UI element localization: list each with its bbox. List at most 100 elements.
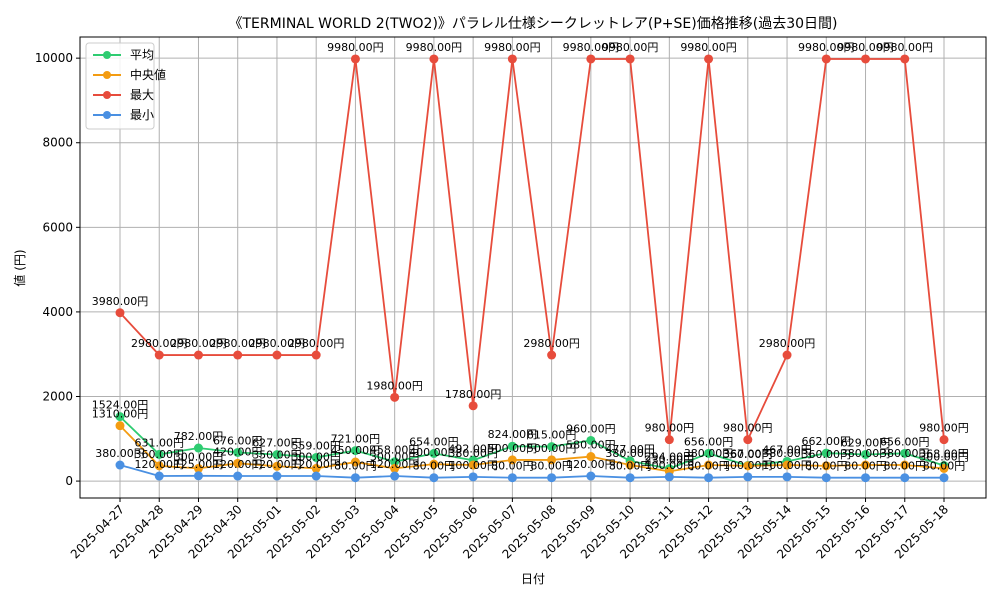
data-label: 9980.00円 (680, 41, 737, 54)
data-label: 980.00円 (645, 422, 695, 435)
data-point (704, 460, 714, 470)
series-line (119, 425, 945, 473)
data-point (115, 412, 125, 422)
data-point (821, 461, 831, 471)
data-label: 9980.00円 (327, 41, 384, 54)
data-point (468, 401, 478, 411)
data-label: 368.00円 (919, 448, 969, 461)
data-labels-layer: 1524.00円 631.00円782.00円676.00円627.00円559.… (92, 41, 969, 473)
data-point (586, 54, 596, 64)
data-label: 9980.00円 (484, 41, 541, 54)
data-point (468, 460, 478, 470)
data-label: 3980.00円 (92, 295, 149, 308)
data-label: 120.00円 (252, 458, 302, 471)
series-line (119, 464, 944, 479)
data-point (664, 435, 674, 445)
data-label: 2980.00円 (209, 337, 266, 350)
data-point (429, 448, 439, 458)
data-point (350, 457, 360, 467)
data-point (429, 54, 439, 64)
data-point (154, 449, 164, 459)
data-point (233, 458, 243, 468)
data-label: 2980.00円 (131, 337, 188, 350)
data-point (429, 459, 439, 469)
data-label: 676.00円 (213, 434, 263, 447)
data-point (350, 54, 360, 64)
data-label: 631.00円 (134, 436, 184, 449)
data-point (547, 442, 557, 452)
data-label: 980.00円 (723, 422, 773, 435)
data-point (115, 421, 125, 431)
data-point (547, 455, 557, 465)
data-point (547, 473, 557, 483)
data-point (115, 308, 125, 318)
data-point (625, 460, 635, 470)
data-point (782, 472, 792, 482)
data-label: 300.00円 (370, 450, 420, 463)
y-tick-label: 8000 (42, 136, 73, 150)
data-point (861, 449, 871, 459)
legend-label: 平均 (130, 48, 154, 62)
data-label: 100.00円 (762, 459, 812, 472)
data-label: 824.00円 (488, 428, 538, 441)
data-point (193, 463, 203, 473)
data-point (507, 473, 517, 483)
data-label: 2980.00円 (288, 337, 345, 350)
data-label: 654.00円 (409, 435, 459, 448)
data-point (154, 461, 164, 471)
data-point (821, 448, 831, 458)
data-point (939, 435, 949, 445)
legend-label: 中央値 (130, 67, 166, 82)
data-point (900, 460, 910, 470)
data-point (782, 350, 792, 360)
data-point (311, 452, 321, 462)
data-point (350, 446, 360, 456)
data-label: 380.00円 (448, 447, 498, 460)
data-label: 450.00円 (331, 444, 381, 457)
data-label: 656.00円 (880, 435, 930, 448)
legend-box (85, 42, 155, 130)
data-point (939, 463, 949, 473)
data-label: 350.00円 (252, 448, 302, 461)
legend-marker (103, 71, 111, 79)
data-label: 500.00円 (527, 442, 577, 455)
data-point (586, 452, 596, 462)
data-label: 477.00円 (605, 443, 655, 456)
data-label: 360.00円 (802, 448, 852, 461)
data-point (821, 54, 831, 64)
data-point (939, 473, 949, 483)
data-label: 9980.00円 (877, 41, 934, 54)
chart-title: 《TERMINAL WORLD 2(TWO2)》パラレル仕様シークレットレア(P… (229, 16, 838, 32)
data-label: 380.00円 (684, 447, 734, 460)
data-point (154, 471, 164, 481)
data-point (704, 448, 714, 458)
y-tick-label: 4000 (42, 305, 73, 319)
data-label: 80.00円 (687, 460, 730, 473)
data-label: 230.00円 (645, 453, 695, 466)
data-label: 400.00円 (409, 446, 459, 459)
data-label: 300.00円 (174, 450, 224, 463)
data-point (390, 471, 400, 481)
data-point (900, 448, 910, 458)
data-point (311, 463, 321, 473)
data-label: 80.00円 (805, 460, 848, 473)
data-point (704, 54, 714, 64)
data-point (586, 471, 596, 481)
data-label: 80.00円 (844, 460, 887, 473)
data-point (272, 461, 282, 471)
data-label: 580.00円 (566, 439, 616, 452)
data-point (900, 473, 910, 483)
y-tick-label: 10000 (35, 51, 73, 65)
data-point (272, 471, 282, 481)
data-label: 120.00円 (213, 458, 263, 471)
data-point (193, 443, 203, 453)
data-label: 380.00円 (880, 447, 930, 460)
data-label: 458.00円 (370, 444, 420, 457)
data-label: 1780.00円 (445, 388, 502, 401)
data-label: 80.00円 (491, 460, 534, 473)
data-label: 9980.00円 (602, 41, 659, 54)
data-label: 559.00円 (291, 439, 341, 452)
data-point (311, 350, 321, 360)
data-point (429, 473, 439, 483)
